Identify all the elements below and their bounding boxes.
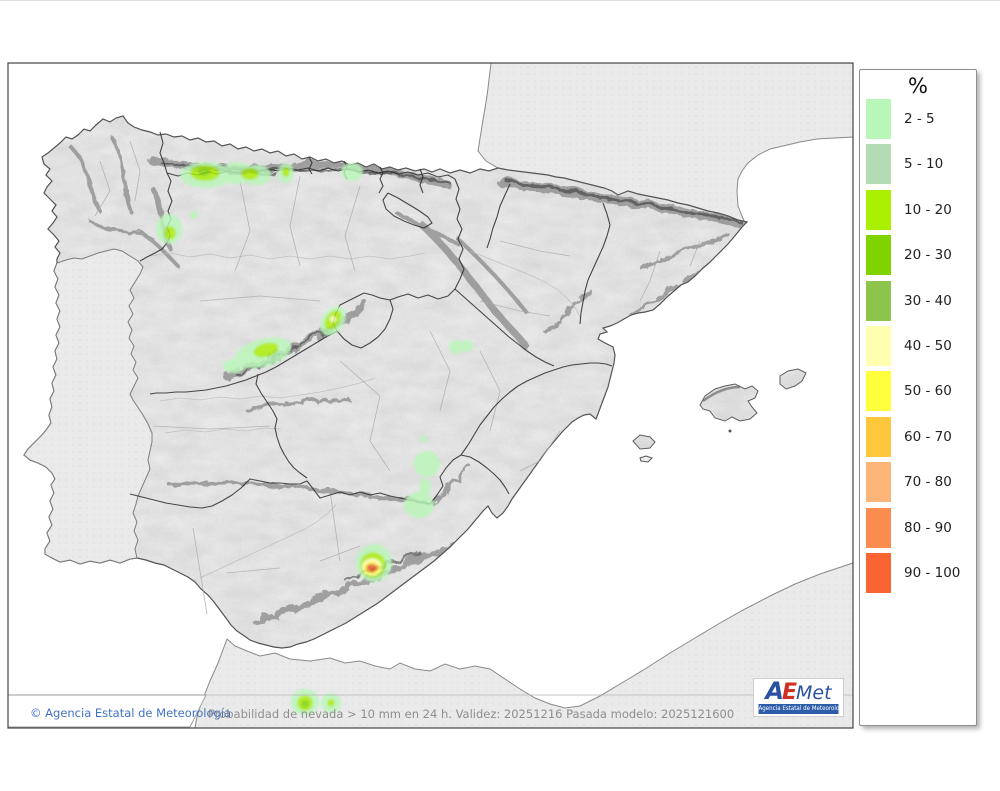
aemet-logo-wordmark: A E Met bbox=[765, 679, 831, 704]
legend-swatch bbox=[866, 462, 891, 503]
legend-swatch bbox=[866, 371, 891, 412]
snow-area-iberico bbox=[449, 340, 473, 354]
legend-entry: 10 - 20 bbox=[866, 189, 976, 230]
snow-area-southeast bbox=[404, 435, 440, 518]
legend-swatch bbox=[866, 507, 891, 548]
legend-swatch bbox=[866, 325, 891, 366]
legend-entry: 70 - 80 bbox=[866, 462, 976, 503]
snow-area-cantabrian bbox=[180, 162, 271, 188]
legend-range-label: 50 - 60 bbox=[904, 383, 952, 400]
snow-area-guadarrama bbox=[320, 306, 346, 336]
footer-copyright: © Agencia Estatal de Meteorología bbox=[30, 706, 232, 720]
snow-area-cantabrian-east bbox=[278, 163, 363, 183]
legend-swatch bbox=[866, 552, 891, 593]
legend-title: % bbox=[908, 74, 928, 98]
legend-range-label: 30 - 40 bbox=[904, 292, 952, 309]
legend-swatch bbox=[866, 99, 891, 139]
legend-swatch bbox=[866, 416, 891, 457]
legend-range-label: 90 - 100 bbox=[904, 564, 961, 581]
region-borders bbox=[129, 131, 613, 509]
legend-swatch bbox=[866, 280, 891, 321]
portugal-land bbox=[23, 248, 153, 565]
legend-entry: 90 - 100 bbox=[866, 552, 976, 593]
rivers bbox=[149, 250, 582, 579]
snow-area-morocco bbox=[291, 689, 341, 715]
legend-range-label: 10 - 20 bbox=[904, 201, 952, 218]
legend-entry: 40 - 50 bbox=[866, 325, 976, 366]
legend-swatch bbox=[866, 235, 891, 276]
legend-range-label: 2 - 5 bbox=[904, 111, 935, 127]
snow-area-gredos bbox=[223, 337, 292, 373]
legend-entry: 60 - 70 bbox=[866, 416, 976, 457]
legend-range-label: 40 - 50 bbox=[904, 337, 952, 354]
africa-land bbox=[194, 562, 854, 729]
snow-probability-areas bbox=[156, 162, 473, 715]
logo-letters-met: Met bbox=[796, 682, 832, 704]
province-borders bbox=[94, 140, 701, 615]
legend-entry: 20 - 30 bbox=[866, 235, 976, 276]
legend-swatch bbox=[866, 144, 891, 185]
legend-range-label: 80 - 90 bbox=[904, 519, 952, 536]
legend-panel: % 2 - 5 5 - 10 10 - 20 20 - 30 30 - 40 40 - 5… bbox=[859, 69, 977, 726]
legend-entry: 5 - 10 bbox=[866, 144, 976, 185]
logo-letter-e: E bbox=[782, 680, 798, 705]
legend-range-label: 60 - 70 bbox=[904, 428, 952, 445]
snow-area-sanabria bbox=[156, 211, 198, 244]
legend-swatch bbox=[866, 189, 891, 230]
snow-area-sierra-nevada bbox=[356, 544, 392, 582]
legend-entry: 50 - 60 bbox=[866, 371, 976, 412]
legend-range-label: 5 - 10 bbox=[904, 156, 944, 173]
legend-range-label: 70 - 80 bbox=[904, 474, 952, 491]
footer-description: Probabilidad de nevada > 10 mm en 24 h. … bbox=[208, 707, 735, 721]
legend-entries: 2 - 5 5 - 10 10 - 20 20 - 30 30 - 40 40 - 50 5… bbox=[860, 99, 976, 593]
legend-entry: 80 - 90 bbox=[866, 507, 976, 548]
legend-entry: 30 - 40 bbox=[866, 280, 976, 321]
legend-range-label: 20 - 30 bbox=[904, 247, 952, 264]
legend-entry: 2 - 5 bbox=[866, 99, 976, 139]
aemet-logo-subtitle: Agencia Estatal de Meteorología bbox=[758, 704, 839, 714]
logo-letter-a: A bbox=[765, 677, 784, 705]
map-frame bbox=[7, 62, 854, 729]
